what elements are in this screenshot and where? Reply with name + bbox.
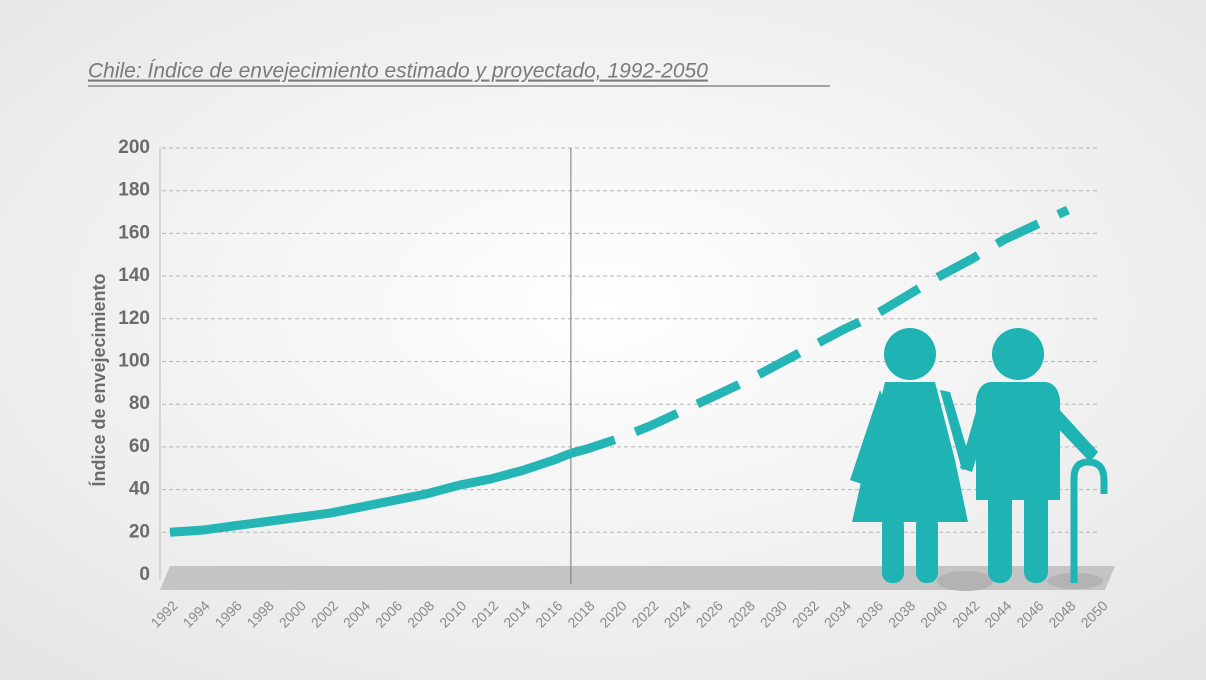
- y-tick-label: 100: [118, 351, 150, 372]
- series-line: [169, 449, 573, 537]
- chart-title: Chile: Índice de envejecimiento estimado…: [88, 60, 708, 83]
- y-tick-label: 160: [118, 222, 150, 243]
- man-body: [976, 382, 1060, 500]
- series-line: [569, 205, 1070, 458]
- y-tick-label: 140: [118, 265, 150, 286]
- man-leg: [988, 490, 1012, 583]
- y-tick-label: 80: [129, 393, 150, 414]
- y-tick-label: 180: [118, 180, 150, 201]
- woman-leg: [916, 515, 938, 583]
- floor: [160, 566, 1115, 590]
- woman-head: [884, 328, 936, 380]
- y-tick-label: 0: [139, 564, 150, 585]
- cane: [1070, 458, 1108, 583]
- woman-arms: [850, 390, 972, 484]
- y-tick-label: 40: [129, 479, 150, 500]
- y-tick-label: 200: [118, 137, 150, 158]
- y-tick-label: 60: [129, 436, 150, 457]
- shadow: [937, 571, 993, 591]
- man-arms: [960, 390, 1098, 472]
- y-tick-label: 120: [118, 308, 150, 329]
- y-tick-label: 20: [129, 521, 150, 542]
- elderly-icon: [850, 328, 1108, 591]
- y-axis-label: Índice de envejecimiento: [88, 273, 109, 486]
- man-leg: [1024, 490, 1048, 583]
- woman-leg: [882, 515, 904, 583]
- man-head: [992, 328, 1044, 380]
